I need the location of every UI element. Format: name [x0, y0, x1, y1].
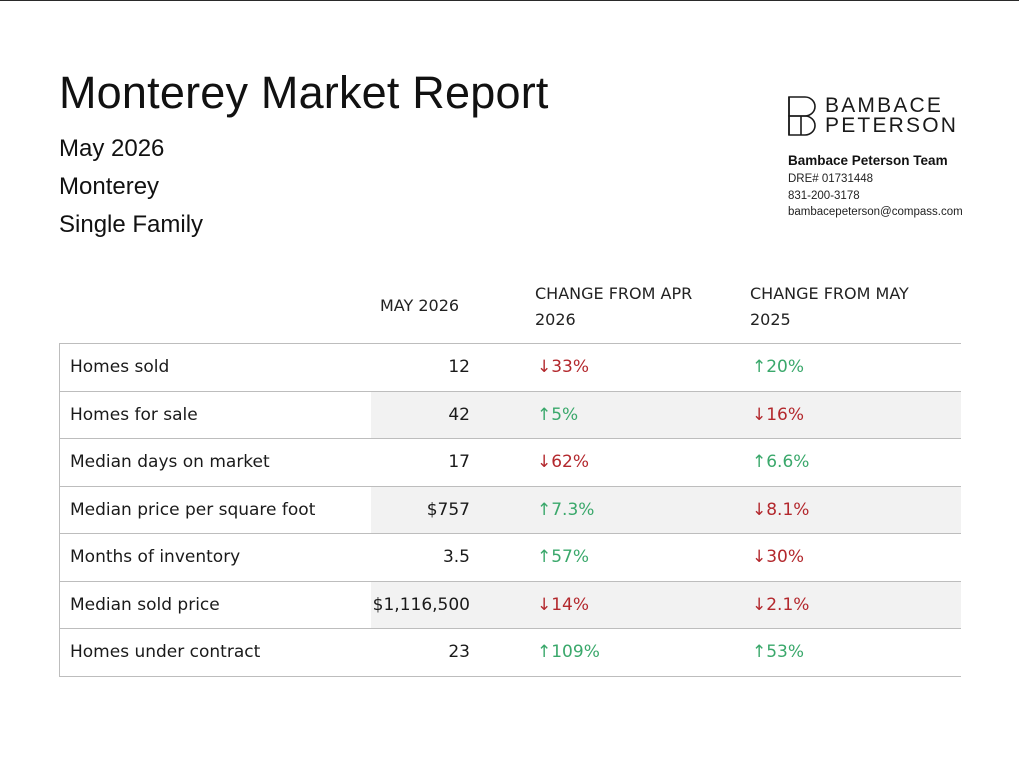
brand-wordmark-line2: PETERSON: [825, 114, 959, 137]
metric-label: Homes under contract: [70, 642, 261, 663]
change-prev-month: ↑109%: [537, 642, 600, 663]
phone-number: 831-200-3178: [788, 189, 860, 202]
change-prev-year: ↓30%: [752, 547, 805, 568]
metric-value: 42: [448, 404, 470, 425]
change-prev-year: ↓16%: [752, 404, 805, 425]
table-row: Homes under contract 23 ↑109% ↑53%: [60, 628, 961, 677]
change-prev-year: ↑53%: [752, 642, 805, 663]
column-header-current: MAY 2026: [380, 296, 460, 315]
row-shading: [371, 581, 961, 628]
bp-monogram-icon: [788, 96, 816, 136]
change-prev-month: ↑7.3%: [537, 499, 595, 520]
team-name: Bambace Peterson Team: [788, 153, 948, 168]
change-prev-month: ↓33%: [537, 357, 590, 378]
change-prev-month: ↑57%: [537, 547, 590, 568]
change-prev-year: ↑20%: [752, 357, 805, 378]
metric-value: 23: [448, 642, 470, 663]
table-row: Months of inventory 3.5 ↑57% ↓30%: [60, 533, 961, 581]
table-row: Median days on market 17 ↓62% ↑6.6%: [60, 438, 961, 486]
metric-value: 12: [448, 357, 470, 378]
dre-number: DRE# 01731448: [788, 173, 874, 185]
metric-label: Median days on market: [70, 452, 270, 473]
change-prev-year: ↓8.1%: [752, 499, 810, 520]
row-shading: [371, 486, 961, 533]
report-property-type: Single Family: [59, 211, 204, 238]
page-title: Monterey Market Report: [59, 67, 549, 118]
metric-label: Homes for sale: [70, 404, 198, 425]
brand-wordmark: BAMBACE PETERSON: [825, 94, 959, 137]
table-row: Homes for sale 42 ↑5% ↓16%: [60, 390, 961, 438]
metric-label: Median sold price: [70, 594, 220, 615]
change-prev-year: ↓2.1%: [752, 594, 810, 615]
row-shading: [371, 391, 961, 438]
change-prev-year: ↑6.6%: [752, 452, 810, 473]
change-prev-month: ↓14%: [537, 594, 590, 615]
metric-value: 3.5: [442, 547, 470, 568]
metric-label: Homes sold: [70, 357, 170, 378]
change-prev-month: ↓62%: [537, 452, 590, 473]
metric-label: Median price per square foot: [70, 499, 316, 520]
brand-logo: BAMBACE PETERSON: [787, 94, 959, 137]
column-header-change-prev-month: CHANGE FROM APR 2026: [535, 284, 693, 329]
metric-label: Months of inventory: [70, 547, 241, 568]
brand-wordmark-line1: BAMBACE: [825, 94, 944, 117]
email-address: bambacepeterson@compass.com: [788, 206, 963, 218]
metric-value: 17: [448, 452, 470, 473]
change-prev-month: ↑5%: [537, 404, 579, 425]
market-stats-table: Homes sold 12 ↓33% ↑20% Homes for sale 42 ↑5% ↓…: [59, 343, 961, 677]
table-row: Median sold price $1,116,500 ↓14% ↓2.1%: [60, 580, 961, 628]
table-row: Median price per square foot $757 ↑7.3% ↓8.…: [60, 485, 961, 533]
metric-value: $1,116,500: [372, 594, 470, 615]
report-area: Monterey: [59, 173, 160, 200]
table-row: Homes sold 12 ↓33% ↑20%: [60, 343, 961, 391]
metric-value: $757: [426, 499, 470, 520]
column-header-change-prev-year: CHANGE FROM MAY 2025: [750, 284, 909, 329]
contact-block: Bambace Peterson Team DRE# 01731448 831-…: [788, 153, 963, 221]
report-period: May 2026: [59, 135, 165, 162]
